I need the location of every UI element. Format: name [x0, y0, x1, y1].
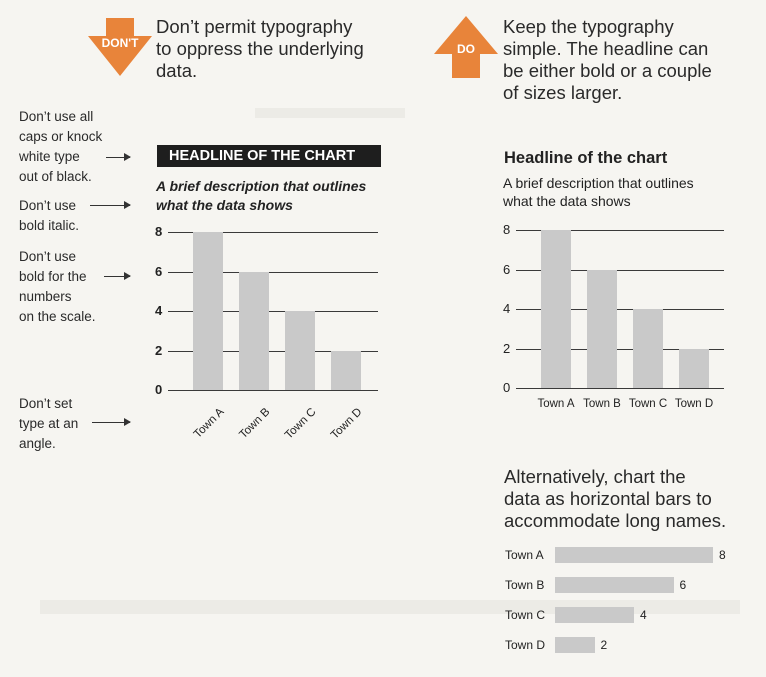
do-text-line: simple. The headline can [503, 38, 709, 59]
alternative-text-line: data as horizontal bars to [504, 488, 712, 509]
note-caps: Don’t use all caps or knock white type o… [19, 107, 102, 187]
bar [587, 269, 617, 388]
y-tick-label: 0 [155, 382, 163, 397]
data-label: 2 [600, 638, 608, 652]
y-category-label: Town D [505, 638, 546, 652]
bar [331, 350, 361, 390]
background-mark [255, 108, 405, 118]
gridline [168, 311, 378, 312]
note-bold-numbers: Don’t use bold for the numbers on the sc… [19, 247, 96, 327]
gridline [168, 350, 378, 352]
dont-text-line: data. [156, 60, 198, 81]
note-line: caps or knock [19, 129, 103, 144]
note-line: out of black. [19, 169, 92, 184]
note-line: angle. [19, 436, 56, 451]
bar [541, 230, 571, 388]
note-arrow-icon [104, 272, 131, 280]
background-mark [40, 600, 740, 614]
description-line: A brief description that outlines [503, 175, 694, 191]
y-category-label: Town B [505, 578, 545, 592]
baseline [168, 390, 378, 391]
x-tick-label: Town A [191, 406, 227, 441]
bar [285, 311, 315, 390]
gridline [168, 271, 378, 273]
x-tick-label: Town D [674, 398, 714, 410]
y-tick-label: 0 [503, 380, 511, 395]
description-line: what the data shows [156, 197, 293, 213]
y-tick-label: 6 [155, 263, 163, 279]
dont-text-line: Don’t permit typography [156, 16, 353, 37]
y-category-label: Town C [505, 608, 546, 622]
description-line: A brief description that outlines [156, 178, 367, 194]
bar [633, 309, 663, 388]
bar [239, 271, 269, 390]
alternative-text: Alternatively, chart the data as horizon… [504, 466, 764, 532]
y-tick-label: 8 [503, 222, 511, 237]
do-arrow-label: DO [457, 42, 475, 56]
y-tick-label: 4 [503, 301, 511, 316]
baseline [516, 388, 724, 389]
bar [555, 577, 674, 593]
note-line: on the scale. [19, 309, 96, 324]
do-text: Keep the typography simple. The headline… [503, 16, 763, 104]
gridline [516, 269, 724, 271]
bad-chart-headline: HEADLINE OF THE CHART [157, 145, 381, 167]
note-line: bold italic. [19, 218, 80, 233]
dont-arrow-icon: DON'T [86, 18, 154, 78]
dont-text: Don’t permit typography to oppress the u… [156, 16, 406, 82]
note-line: Don’t set [19, 396, 73, 411]
y-tick-label: 2 [503, 340, 511, 356]
good-chart-headline-text: Headline of the chart [504, 149, 668, 167]
bad-chart-headline-text: HEADLINE OF THE CHART [169, 148, 356, 164]
alternative-text-line: Alternatively, chart the [504, 466, 686, 487]
good-chart-description: A brief description that outlines what t… [503, 174, 694, 210]
do-text-line: of sizes larger. [503, 82, 623, 103]
note-bold-italic: Don’t use bold italic. [19, 196, 79, 236]
bar [555, 607, 634, 623]
y-tick-label: 2 [155, 342, 163, 358]
description-line: what the data shows [503, 193, 631, 209]
data-label: 8 [719, 548, 726, 562]
note-line: white type [19, 149, 80, 164]
gridline [516, 230, 724, 231]
do-text-line: be either bold or a couple [503, 60, 712, 81]
note-line: bold for the [19, 269, 87, 284]
note-line: Don’t use [19, 249, 77, 264]
bar [679, 348, 709, 388]
y-tick-label: 6 [503, 261, 511, 277]
y-category-label: Town A [505, 548, 544, 562]
note-line: Don’t use [19, 198, 77, 213]
note-line: type at an [19, 416, 79, 431]
note-line: numbers [19, 289, 72, 304]
dont-arrow-label: DON'T [101, 36, 139, 50]
bar [193, 232, 223, 390]
note-arrow-icon [90, 201, 131, 209]
y-tick-label: 8 [155, 224, 163, 239]
data-label: 4 [640, 608, 647, 622]
bar [555, 637, 595, 653]
x-tick-label: Town C [282, 406, 319, 442]
note-angle: Don’t set type at an angle. [19, 394, 78, 454]
x-tick-label: Town B [583, 398, 621, 410]
x-tick-label: Town B [237, 406, 273, 442]
dont-text-line: to oppress the underlying [156, 38, 364, 59]
note-arrow-icon [106, 153, 131, 161]
alternative-text-line: accommodate long names. [504, 510, 727, 531]
bad-chart-description: A brief description that outlines what t… [156, 177, 366, 215]
y-tick-label: 4 [155, 303, 163, 318]
x-tick-label: Town A [537, 398, 575, 410]
data-label: 6 [679, 578, 687, 592]
good-chart-headline: Headline of the chart [504, 148, 667, 168]
gridline [516, 309, 724, 310]
gridline [168, 232, 378, 233]
gridline [516, 348, 724, 350]
note-line: Don’t use all [19, 109, 94, 124]
x-tick-label: Town D [328, 406, 365, 442]
do-text-line: Keep the typography [503, 16, 674, 37]
note-arrow-icon [92, 418, 131, 426]
do-arrow-icon: DO [432, 16, 500, 78]
x-tick-label: Town C [628, 398, 668, 410]
bar [555, 547, 713, 563]
